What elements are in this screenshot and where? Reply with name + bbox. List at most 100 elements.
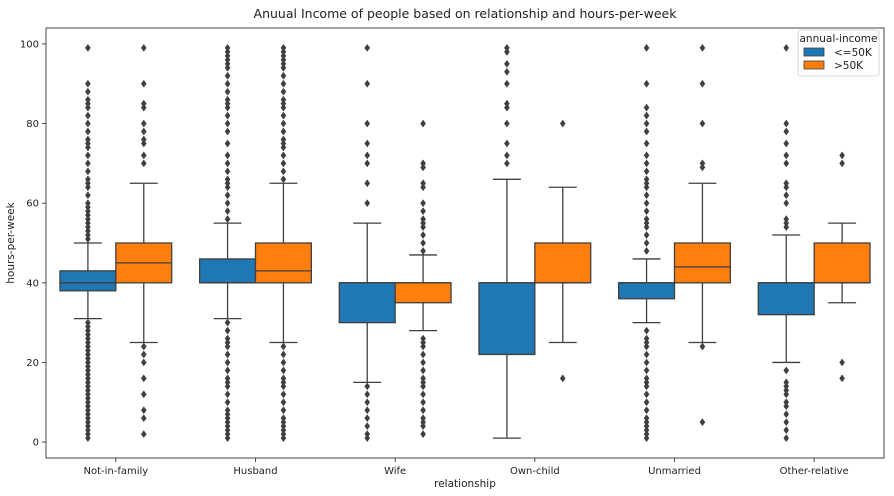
outlier-point	[643, 231, 650, 239]
outlier-point	[140, 430, 147, 439]
outlier-point	[140, 43, 147, 52]
outlier-point	[420, 390, 426, 399]
outlier-point	[140, 99, 147, 108]
outlier-point	[839, 159, 845, 168]
outlier-point	[364, 390, 371, 399]
outlier-point	[420, 422, 426, 431]
outlier-point	[504, 67, 510, 76]
outlier-point	[85, 390, 91, 399]
outlier-point	[699, 79, 706, 88]
outlier-point	[364, 414, 371, 423]
outlier-point	[224, 434, 231, 443]
outlier-point	[85, 203, 91, 212]
box	[59, 270, 117, 292]
outlier-point	[783, 215, 790, 224]
box	[617, 282, 676, 300]
outlier-point	[783, 119, 790, 128]
outlier-point	[224, 43, 231, 52]
outlier-point	[420, 223, 426, 232]
outlier-point	[280, 366, 287, 375]
outlier-point	[280, 119, 287, 128]
legend-swatch	[803, 60, 825, 70]
outlier-point	[85, 43, 91, 52]
outlier-point	[420, 334, 426, 343]
outlier-point	[420, 366, 426, 375]
outlier-point	[783, 179, 790, 188]
outlier-point	[85, 219, 91, 228]
outlier-point	[224, 111, 231, 120]
outlier-point	[85, 422, 91, 431]
outlier-point	[364, 422, 371, 431]
outlier-point	[224, 350, 231, 359]
box	[534, 242, 592, 284]
outlier-point	[85, 434, 91, 443]
outlier-point	[643, 159, 650, 168]
y-tick-label: 100	[20, 39, 39, 50]
outlier-point	[504, 139, 510, 148]
outlier-point	[643, 326, 650, 335]
outlier-point	[280, 382, 287, 391]
outlier-point	[364, 398, 371, 407]
outlier-point	[280, 167, 287, 176]
outlier-point	[643, 350, 650, 359]
outlier-point	[224, 382, 231, 391]
outlier-point	[783, 434, 790, 443]
outlier-point	[140, 414, 147, 423]
x-tick-label: Other-relative	[780, 466, 849, 477]
outlier-point	[420, 378, 426, 387]
outlier-point	[85, 167, 91, 176]
outlier-point	[85, 207, 91, 216]
outlier-point	[364, 151, 371, 160]
outlier-point	[280, 350, 287, 359]
outlier-point	[504, 47, 510, 56]
outlier-point	[280, 71, 287, 80]
outlier-point	[280, 426, 287, 435]
outlier-point	[504, 119, 510, 128]
outlier-point	[839, 374, 845, 383]
outlier-point	[85, 398, 91, 407]
outlier-point	[643, 398, 650, 407]
outlier-point	[839, 358, 845, 367]
y-tick-label: 60	[26, 199, 39, 210]
outlier-point	[699, 119, 706, 128]
outlier-point	[783, 426, 790, 435]
outlier-point	[85, 378, 91, 387]
box-group	[534, 119, 592, 383]
outlier-point	[224, 179, 231, 188]
outlier-point	[364, 406, 371, 415]
outlier-point	[504, 59, 510, 68]
outlier-point	[85, 111, 91, 120]
outlier-point	[420, 231, 426, 239]
outlier-point	[224, 127, 231, 136]
outlier-point	[224, 183, 231, 192]
outlier-point	[643, 378, 650, 387]
outlier-point	[85, 354, 91, 363]
outlier-point	[364, 199, 371, 208]
outlier-point	[504, 43, 510, 52]
outlier-point	[280, 406, 287, 415]
outlier-point	[643, 338, 650, 347]
outlier-point	[140, 342, 147, 351]
y-tick-label: 0	[33, 438, 39, 449]
outlier-point	[224, 215, 231, 224]
outlier-point	[280, 43, 287, 52]
outlier-point	[224, 139, 231, 148]
outlier-point	[280, 103, 287, 112]
outlier-point	[783, 43, 790, 52]
outlier-point	[699, 418, 706, 427]
outlier-point	[85, 119, 91, 128]
outlier-point	[224, 87, 231, 96]
outlier-point	[280, 390, 287, 399]
outlier-point	[224, 63, 231, 72]
outlier-point	[839, 151, 845, 160]
x-tick-label: Own-child	[510, 466, 560, 477]
outlier-point	[280, 139, 287, 148]
outlier-point	[420, 199, 426, 208]
outlier-point	[224, 103, 231, 112]
outlier-point	[224, 119, 231, 128]
outlier-point	[85, 346, 91, 355]
outlier-point	[643, 390, 650, 399]
outlier-point	[643, 366, 650, 375]
outlier-point	[783, 382, 790, 391]
